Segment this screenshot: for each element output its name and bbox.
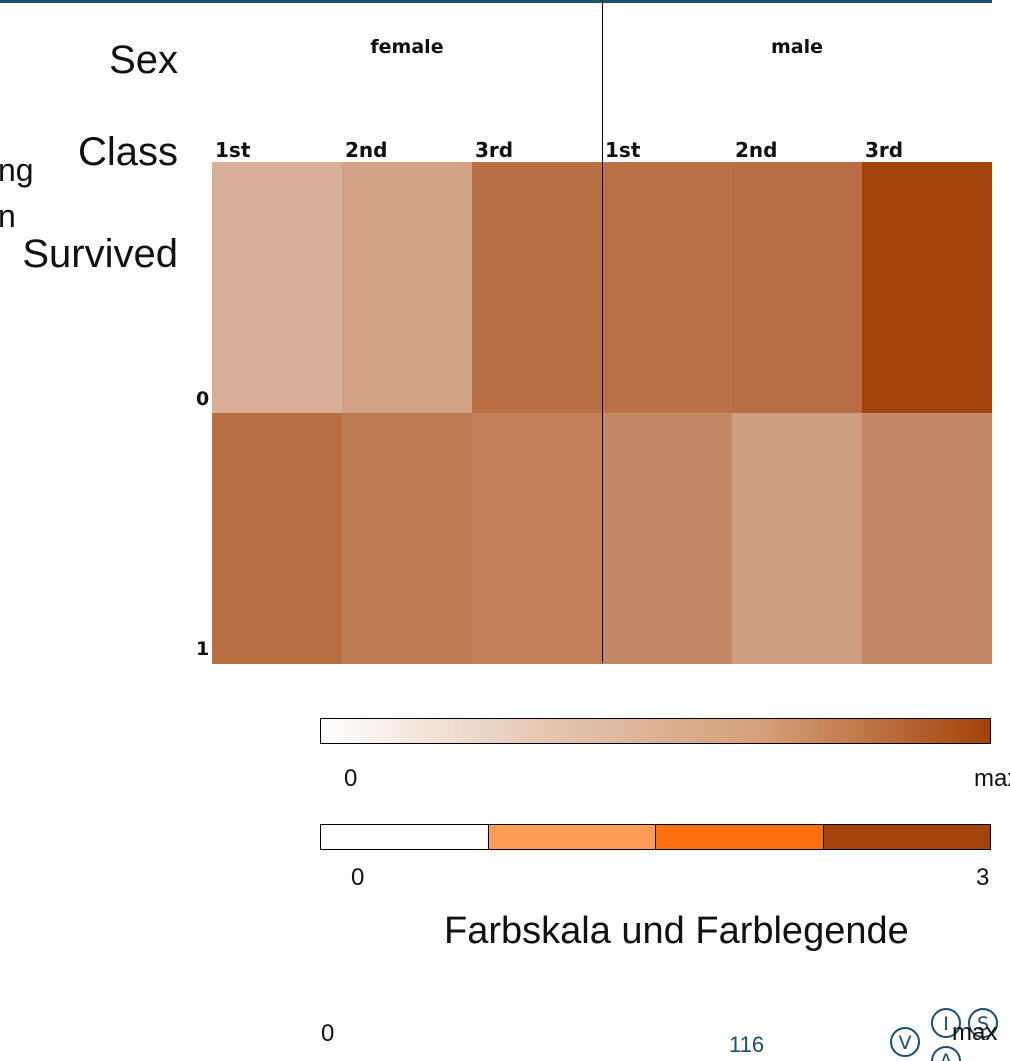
logo-circle-v [890,1027,920,1057]
binned-legend-swatch-2 [487,825,655,849]
heatmap-cell-male-1st-survived-1 [602,413,733,664]
color-scale-bar [320,718,991,744]
binned-legend-min-label: 0 [351,864,365,891]
logo-circle-a [931,1046,961,1061]
clipped-dimension-label-2: n [0,198,16,234]
binned-legend-max-label: 3 [976,864,990,891]
logo-circle-s [968,1008,998,1038]
sex-header-male: male [770,36,824,58]
logo-letter-a: A [940,1050,953,1061]
color-scale-max-label: max [974,765,1010,792]
visa-logo: V I S A max [890,1008,998,1061]
binned-legend-swatch-3 [655,825,823,849]
survived-dimension-label: Survived [22,232,178,276]
sex-header-female: female [370,36,444,58]
logo-letter-v: V [899,1032,912,1054]
binned-legend-swatch-1 [321,825,488,849]
logo-circle-i [931,1008,961,1038]
header-rule [0,0,992,3]
heatmap-cell-female-1st-survived-0 [212,162,343,414]
heatmap [212,162,992,664]
row-label-survived-0: 0 [196,388,210,410]
sex-dimension-label: Sex [109,38,178,82]
logo-max-label: max [952,1019,997,1046]
logo-letter-s: S [977,1013,989,1035]
heatmap-cell-male-2nd-survived-1 [732,413,863,664]
heatmap-cell-female-2nd-survived-1 [342,413,473,664]
page-number: 116 [729,1032,765,1057]
sex-group-divider [602,0,603,663]
heatmap-cell-male-1st-survived-0 [602,162,733,414]
class-header-male-2nd: 2nd [735,138,778,162]
class-header-female-2nd: 2nd [345,138,388,162]
heatmap-cell-male-3rd-survived-0 [862,162,992,414]
slide-caption: Farbskala und Farblegende [444,910,909,952]
class-header-male-1st: 1st [605,138,641,162]
heatmap-cell-female-1st-survived-1 [212,413,343,664]
class-dimension-label: Class [77,130,178,174]
logo-letter-i: I [943,1013,949,1035]
heatmap-cell-male-2nd-survived-0 [732,162,863,414]
clipped-dimension-label-1: ng [0,152,34,188]
class-header-female-1st: 1st [215,138,251,162]
heatmap-cell-male-3rd-survived-1 [862,413,992,664]
binned-legend-swatch-4 [822,825,990,849]
heatmap-cell-female-2nd-survived-0 [342,162,473,414]
class-header-female-3rd: 3rd [475,138,514,162]
binned-color-legend [320,824,991,850]
heatmap-cell-female-3rd-survived-0 [472,162,603,414]
heatmap-cell-female-3rd-survived-1 [472,413,603,664]
footer-min-label: 0 [321,1020,335,1047]
class-header-male-3rd: 3rd [865,138,904,162]
color-scale-min-label: 0 [344,765,358,792]
row-label-survived-1: 1 [196,638,210,660]
